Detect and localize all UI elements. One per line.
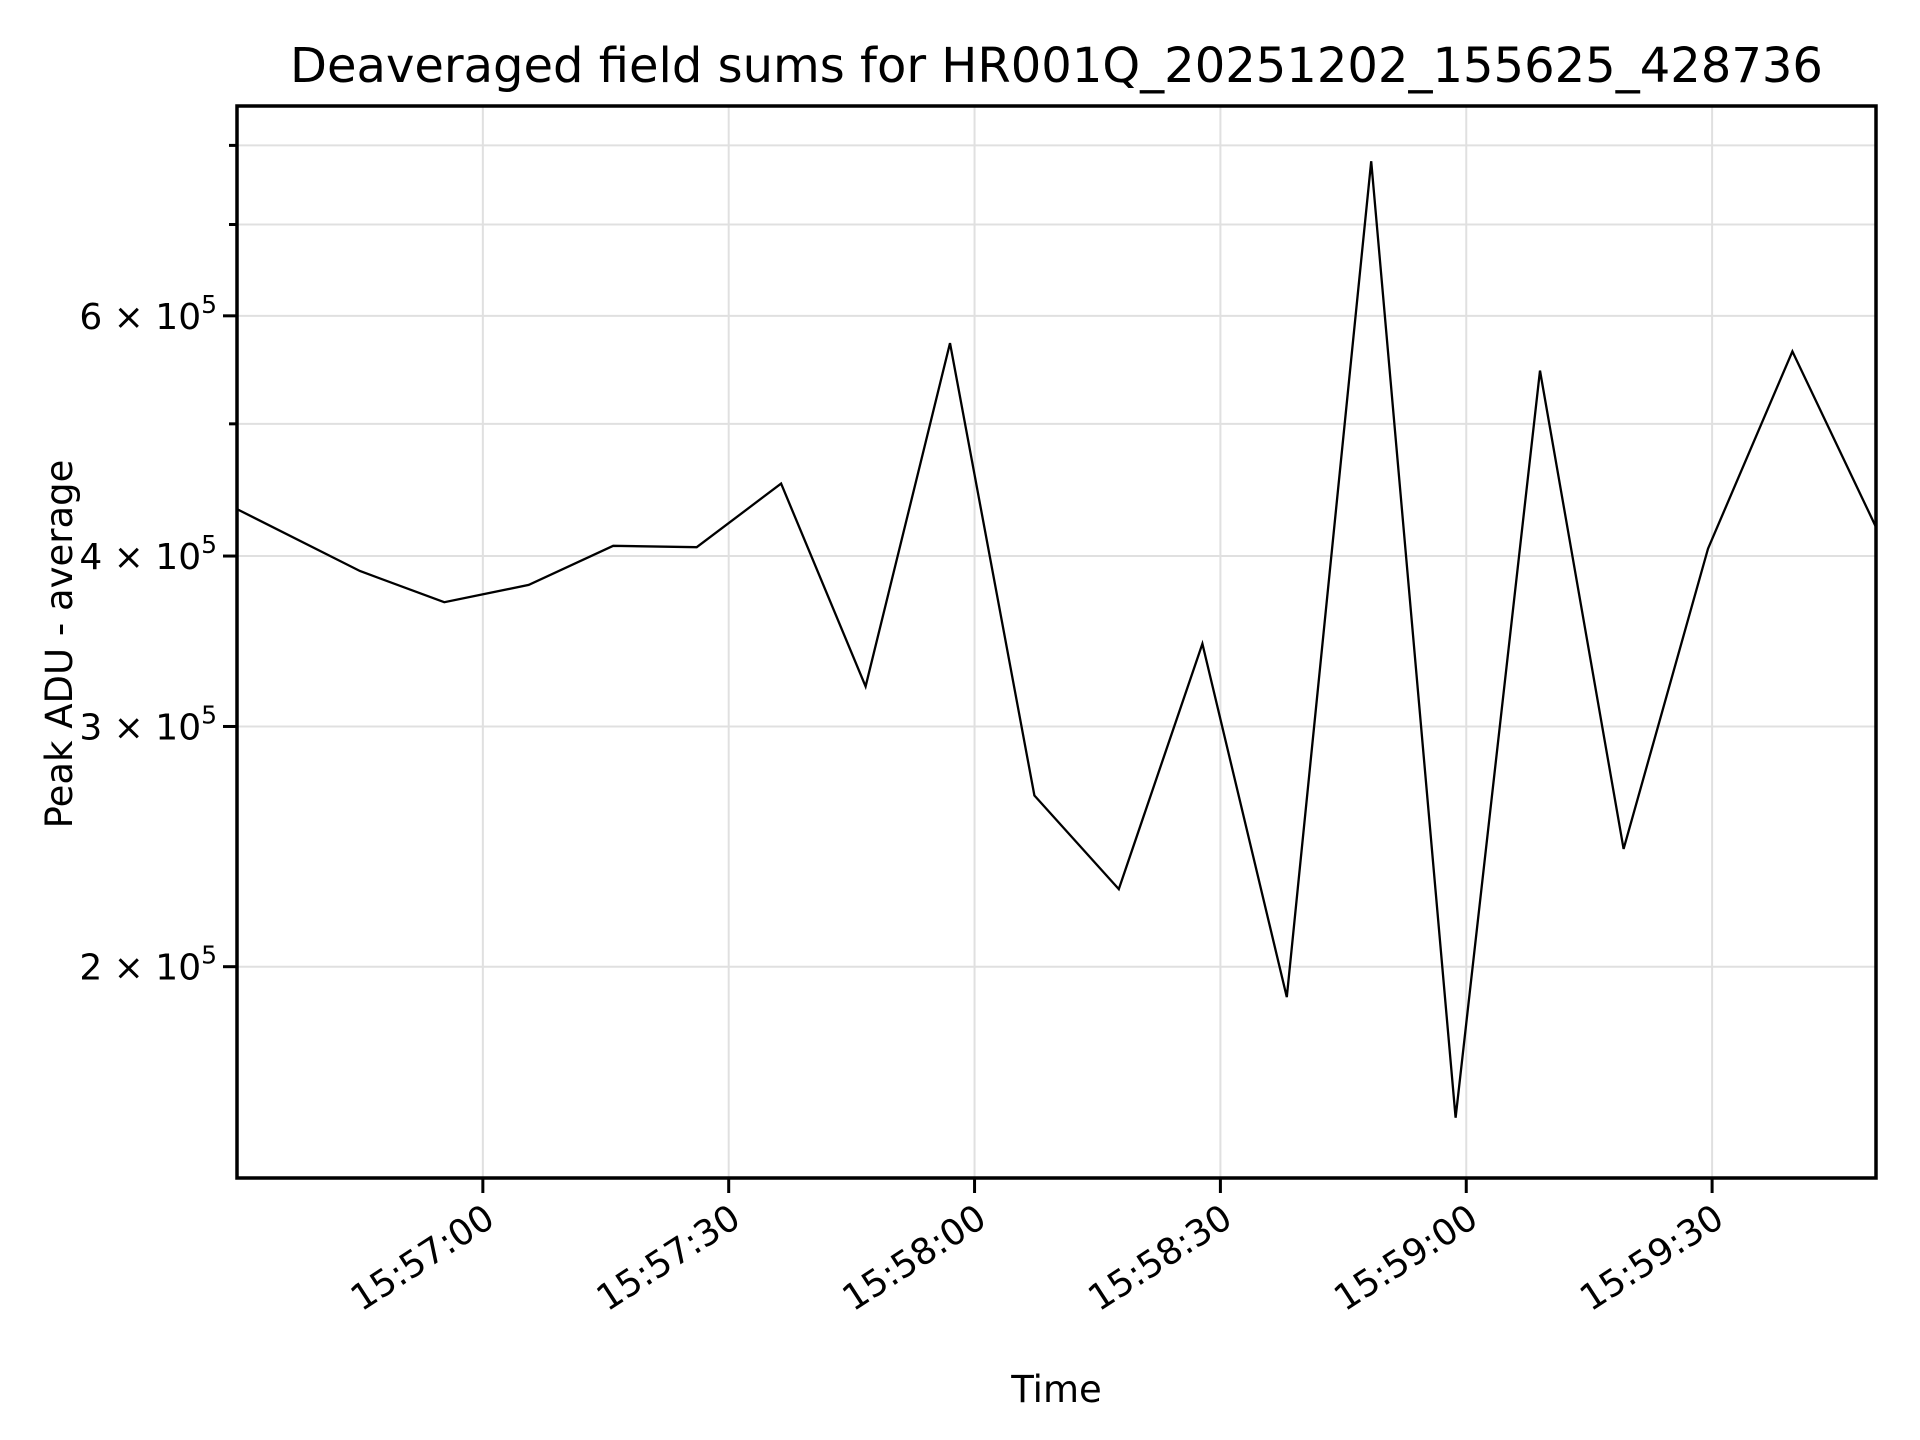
y-tick-label: 2 × 105 — [79, 941, 217, 989]
x-tick-label: 15:58:30 — [1081, 1197, 1239, 1319]
x-tick-label: 15:57:30 — [590, 1197, 748, 1319]
chart-title: Deaveraged field sums for HR001Q_2025120… — [290, 38, 1823, 94]
x-tick-label: 15:58:00 — [836, 1197, 994, 1319]
x-tick-label: 15:59:30 — [1573, 1197, 1731, 1319]
data-series-line — [236, 161, 1878, 1118]
axes-spines — [235, 104, 1878, 1180]
y-axis-title: Peak ADU - average — [38, 459, 81, 829]
x-tick-label: 15:59:00 — [1327, 1197, 1485, 1319]
grid-lines — [237, 106, 1876, 1178]
y-tick-label: 4 × 105 — [79, 530, 217, 578]
x-tick-label: 15:57:00 — [344, 1197, 502, 1319]
tick-marks — [223, 143, 1714, 1193]
x-axis-title: Time — [1011, 1368, 1102, 1411]
y-tick-label: 3 × 105 — [79, 700, 217, 748]
plot-background — [237, 106, 1876, 1178]
y-tick-label: 6 × 105 — [79, 290, 217, 338]
